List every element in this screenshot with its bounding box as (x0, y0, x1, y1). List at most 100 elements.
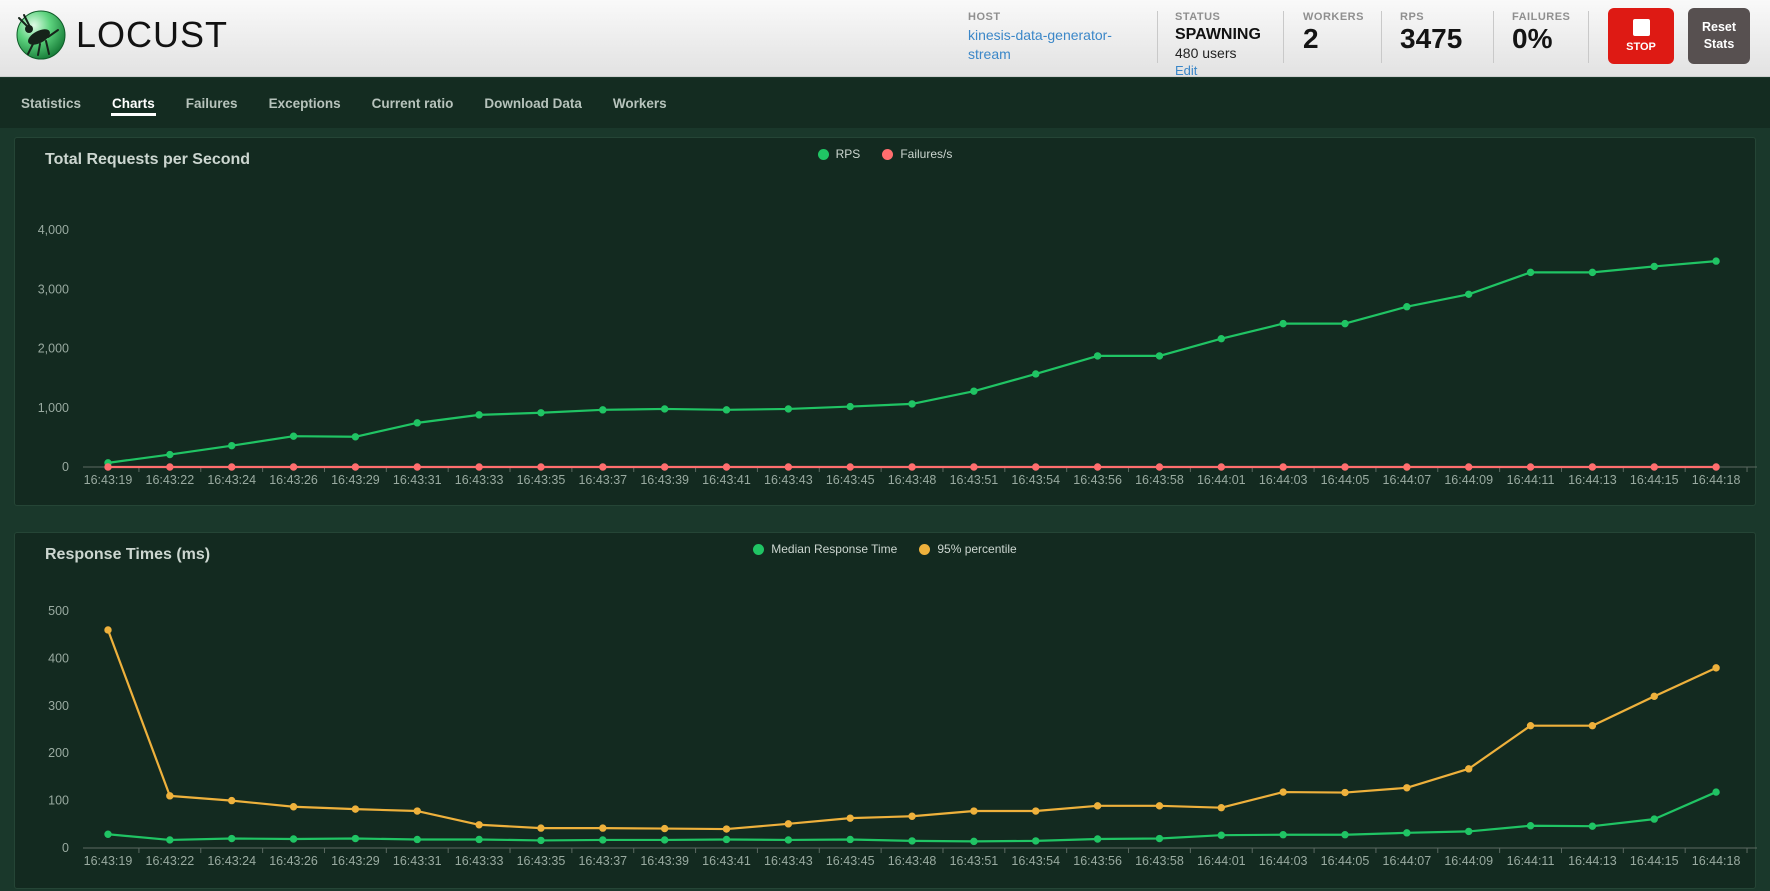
svg-text:16:43:26: 16:43:26 (269, 473, 318, 487)
svg-text:16:43:51: 16:43:51 (950, 854, 999, 868)
percentile-legend-label: 95% percentile (937, 542, 1017, 556)
svg-text:100: 100 (48, 794, 69, 808)
rps-legend-label: RPS (835, 147, 861, 161)
svg-text:16:44:09: 16:44:09 (1444, 854, 1493, 868)
svg-text:16:44:07: 16:44:07 (1383, 854, 1432, 868)
svg-text:16:43:48: 16:43:48 (888, 854, 937, 868)
svg-text:16:43:33: 16:43:33 (455, 854, 504, 868)
svg-text:4,000: 4,000 (38, 223, 69, 237)
locust-logo[interactable]: LOCUST (16, 10, 228, 60)
svg-text:500: 500 (48, 604, 69, 618)
tab-workers[interactable]: Workers (612, 96, 667, 111)
tab-failures[interactable]: Failures (185, 96, 238, 111)
svg-text:16:43:31: 16:43:31 (393, 473, 442, 487)
svg-text:16:43:37: 16:43:37 (578, 473, 627, 487)
svg-text:400: 400 (48, 651, 69, 665)
failures-label: FAILURES (1512, 11, 1571, 23)
svg-text:16:44:09: 16:44:09 (1444, 473, 1493, 487)
svg-text:16:43:24: 16:43:24 (207, 854, 256, 868)
svg-text:16:43:43: 16:43:43 (764, 854, 813, 868)
svg-text:16:44:13: 16:44:13 (1568, 854, 1617, 868)
tab-charts[interactable]: Charts (111, 78, 156, 128)
tab-exceptions[interactable]: Exceptions (268, 96, 341, 111)
stop-button[interactable]: STOP (1608, 8, 1674, 64)
svg-text:16:43:45: 16:43:45 (826, 854, 875, 868)
tab-download-data[interactable]: Download Data (484, 96, 582, 111)
series-median-response-time (104, 788, 1720, 846)
failures-legend-label: Failures/s (900, 147, 953, 161)
svg-text:16:43:26: 16:43:26 (269, 854, 318, 868)
tab-statistics[interactable]: Statistics (21, 96, 82, 111)
top-header: LOCUST HOST kinesis-data-generator-strea… (0, 0, 1770, 78)
svg-text:16:44:03: 16:44:03 (1259, 473, 1308, 487)
rps-chart-title: Total Requests per Second (45, 151, 251, 168)
svg-text:16:43:35: 16:43:35 (517, 854, 566, 868)
svg-text:16:43:19: 16:43:19 (84, 473, 133, 487)
rps-label: RPS (1400, 11, 1425, 23)
response-times-chart-legend: Median Response Time 95% percentile (15, 542, 1755, 556)
svg-text:16:43:35: 16:43:35 (517, 473, 566, 487)
svg-text:16:43:39: 16:43:39 (640, 473, 689, 487)
svg-text:16:44:01: 16:44:01 (1197, 473, 1246, 487)
rps-chart-legend: RPS Failures/s (15, 147, 1755, 161)
median-legend-dot-icon (753, 543, 765, 555)
main-nav: Statistics Charts Failures Exceptions Cu… (0, 78, 1770, 128)
tab-current-ratio[interactable]: Current ratio (371, 96, 454, 111)
median-legend-label: Median Response Time (771, 542, 898, 556)
svg-text:16:43:43: 16:43:43 (764, 473, 813, 487)
axis: 0 100 200 300 400 500 16:43:19 16:43:22 16:43:24… (48, 604, 1757, 868)
svg-text:0: 0 (62, 841, 69, 855)
series-failures-s (104, 463, 1720, 471)
legend-item-rps[interactable]: RPS (817, 147, 861, 161)
percentile-legend-dot-icon (919, 543, 931, 555)
svg-text:16:44:15: 16:44:15 (1630, 854, 1679, 868)
svg-text:16:44:11: 16:44:11 (1507, 473, 1555, 487)
stop-button-label: STOP (1626, 41, 1656, 53)
stop-square-icon (1632, 19, 1650, 36)
svg-text:16:43:54: 16:43:54 (1011, 473, 1060, 487)
series-95-percentile (104, 626, 1720, 833)
rps-stat-block: RPS 3475 (1400, 11, 1462, 55)
svg-text:16:44:05: 16:44:05 (1321, 854, 1370, 868)
status-stat-block: STATUS SPAWNING 480 users Edit (1175, 11, 1261, 78)
status-label: STATUS (1175, 11, 1221, 23)
svg-text:16:43:29: 16:43:29 (331, 854, 380, 868)
reset-stats-button[interactable]: Reset Stats (1688, 8, 1750, 64)
svg-text:16:44:07: 16:44:07 (1383, 473, 1432, 487)
legend-item-95th[interactable]: 95% percentile (919, 542, 1017, 556)
failures-value: 0% (1512, 23, 1553, 54)
svg-text:16:43:22: 16:43:22 (146, 473, 195, 487)
svg-text:16:43:45: 16:43:45 (826, 473, 875, 487)
svg-text:16:44:18: 16:44:18 (1692, 473, 1741, 487)
response-times-chart-panel: Response Times (ms) Median Response Time… (14, 532, 1757, 890)
divider (1588, 11, 1589, 63)
divider (1493, 11, 1494, 63)
host-link[interactable]: kinesis-data-generator-stream (968, 27, 1112, 62)
response-times-chart-canvas[interactable]: 0 100 200 300 400 500 16:43:19 16:43:22 16:43:24… (15, 533, 1757, 890)
svg-text:16:43:29: 16:43:29 (331, 473, 380, 487)
edit-link[interactable]: Edit (1175, 63, 1198, 78)
failures-stat-block: FAILURES 0% (1512, 11, 1570, 55)
failures-legend-dot-icon (882, 148, 894, 160)
status-value: SPAWNING (1175, 26, 1261, 43)
svg-text:16:43:41: 16:43:41 (702, 854, 751, 868)
host-label: HOST (968, 11, 1001, 23)
status-user-count: 480 users (1175, 45, 1237, 61)
svg-text:2,000: 2,000 (38, 342, 69, 356)
rps-chart-panel: Total Requests per Second RPS Failures/s… (14, 137, 1757, 507)
svg-text:1,000: 1,000 (38, 401, 69, 415)
svg-text:16:44:15: 16:44:15 (1630, 473, 1679, 487)
svg-text:16:43:31: 16:43:31 (393, 854, 442, 868)
legend-item-failures[interactable]: Failures/s (882, 147, 952, 161)
svg-text:16:43:56: 16:43:56 (1073, 473, 1122, 487)
workers-value: 2 (1303, 23, 1319, 54)
svg-text:200: 200 (48, 746, 69, 760)
svg-text:16:43:58: 16:43:58 (1135, 854, 1184, 868)
rps-chart-canvas[interactable]: 0 1,000 2,000 3,000 4,000 16:43:19 16:43:22 16:… (15, 138, 1757, 507)
legend-item-median[interactable]: Median Response Time (753, 542, 897, 556)
svg-text:16:43:56: 16:43:56 (1073, 854, 1122, 868)
logo-wordmark: LOCUST (76, 14, 229, 55)
rps-legend-dot-icon (817, 148, 829, 160)
axis: 0 1,000 2,000 3,000 4,000 16:43:19 16:43:22 16:… (38, 223, 1757, 487)
svg-text:16:44:13: 16:44:13 (1568, 473, 1617, 487)
